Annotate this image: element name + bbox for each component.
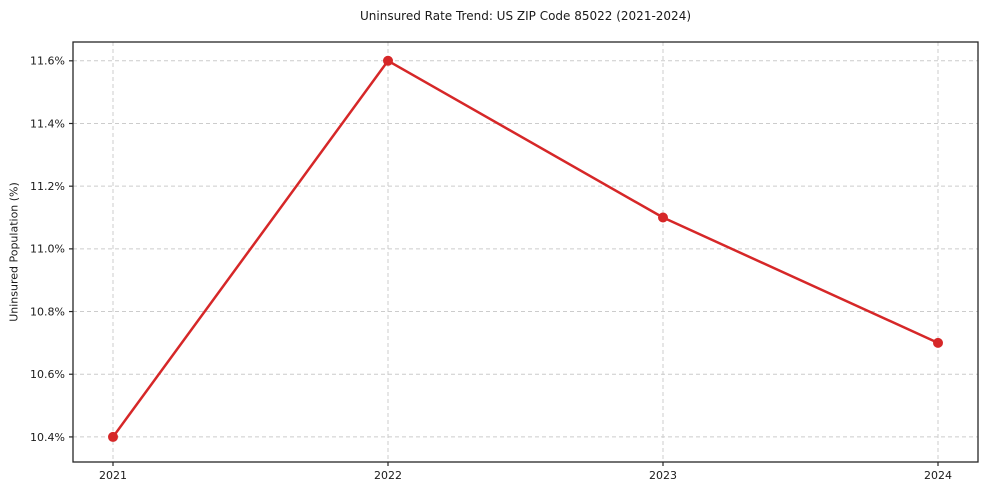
y-tick-label: 10.4% xyxy=(30,431,65,444)
chart-title: Uninsured Rate Trend: US ZIP Code 85022 … xyxy=(359,9,692,23)
x-tick-label: 2024 xyxy=(924,469,952,482)
x-tick-label: 2021 xyxy=(99,469,127,482)
data-point xyxy=(933,337,943,348)
y-tick-label: 10.6% xyxy=(30,368,65,381)
y-tick-label: 11.6% xyxy=(30,55,65,68)
data-point xyxy=(108,431,118,442)
y-tick-label: 10.8% xyxy=(30,305,65,318)
data-point xyxy=(383,55,393,66)
plot-border xyxy=(72,41,979,463)
x-tick-label: 2023 xyxy=(649,469,677,482)
trend-line xyxy=(111,59,940,439)
y-tick-label: 11.2% xyxy=(30,180,65,193)
y-tick-label: 11.4% xyxy=(30,117,65,130)
y-tick-label: 11.0% xyxy=(30,243,65,256)
x-tick-label: 2022 xyxy=(374,469,402,482)
data-point xyxy=(658,212,668,223)
